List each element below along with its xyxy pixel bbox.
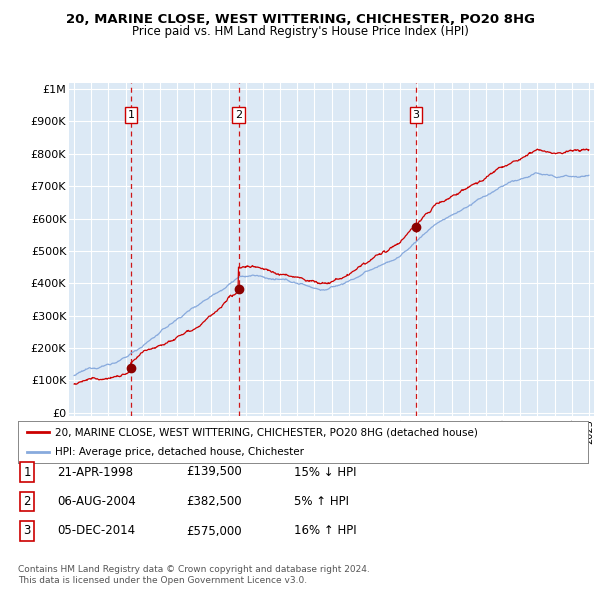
Text: 5% ↑ HPI: 5% ↑ HPI [294, 495, 349, 508]
Text: 20, MARINE CLOSE, WEST WITTERING, CHICHESTER, PO20 8HG: 20, MARINE CLOSE, WEST WITTERING, CHICHE… [65, 13, 535, 26]
Text: HPI: Average price, detached house, Chichester: HPI: Average price, detached house, Chic… [55, 447, 304, 457]
Text: 1: 1 [127, 110, 134, 120]
Text: 20, MARINE CLOSE, WEST WITTERING, CHICHESTER, PO20 8HG (detached house): 20, MARINE CLOSE, WEST WITTERING, CHICHE… [55, 427, 478, 437]
Text: 05-DEC-2014: 05-DEC-2014 [57, 525, 135, 537]
Text: 2: 2 [23, 495, 31, 508]
Text: 21-APR-1998: 21-APR-1998 [57, 466, 133, 478]
Text: 3: 3 [412, 110, 419, 120]
Text: 2: 2 [235, 110, 242, 120]
Text: 3: 3 [23, 525, 31, 537]
Text: £575,000: £575,000 [186, 525, 242, 537]
Text: £139,500: £139,500 [186, 466, 242, 478]
Text: 16% ↑ HPI: 16% ↑ HPI [294, 525, 356, 537]
Text: Price paid vs. HM Land Registry's House Price Index (HPI): Price paid vs. HM Land Registry's House … [131, 25, 469, 38]
Text: 1: 1 [23, 466, 31, 478]
Text: 15% ↓ HPI: 15% ↓ HPI [294, 466, 356, 478]
Text: 06-AUG-2004: 06-AUG-2004 [57, 495, 136, 508]
Text: £382,500: £382,500 [186, 495, 242, 508]
Text: Contains HM Land Registry data © Crown copyright and database right 2024.
This d: Contains HM Land Registry data © Crown c… [18, 565, 370, 585]
